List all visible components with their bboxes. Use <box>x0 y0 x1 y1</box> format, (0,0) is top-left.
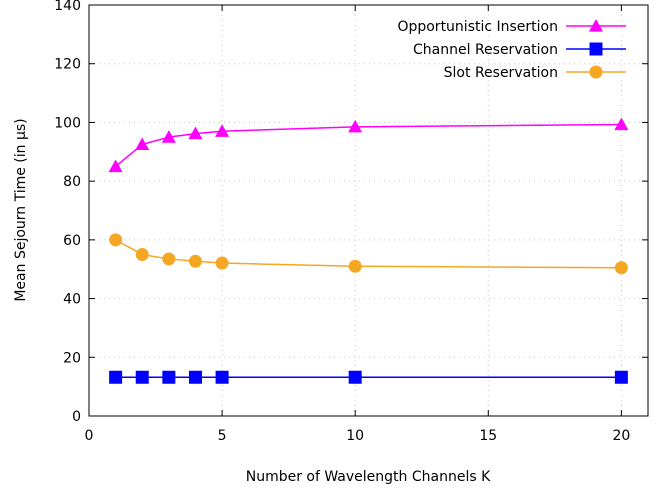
legend-item: Opportunistic Insertion <box>397 19 626 35</box>
y-tick-label: 60 <box>63 233 81 249</box>
data-point <box>135 248 149 262</box>
series-line <box>115 123 622 168</box>
data-point <box>109 370 123 384</box>
y-tick-label: 100 <box>54 115 81 131</box>
series-channel-reservation <box>109 370 628 384</box>
series-layer <box>108 117 629 384</box>
legend-label: Opportunistic Insertion <box>397 19 558 35</box>
x-tick-label: 20 <box>612 428 630 444</box>
data-point <box>348 370 362 384</box>
x-axis-title: Number of Wavelength Channels K <box>246 469 491 485</box>
axis-ticks: 0 20 40 60 80 100 120 140 0 5 10 15 20 <box>54 0 648 444</box>
y-axis-title: Mean Sejourn Time (in µs) <box>13 118 29 301</box>
y-tick-label: 0 <box>72 409 81 425</box>
data-point <box>188 126 203 140</box>
y-tick-label: 80 <box>63 174 81 190</box>
data-point <box>215 370 229 384</box>
x-tick-label: 10 <box>346 428 364 444</box>
data-point <box>135 370 149 384</box>
data-point <box>108 159 123 173</box>
legend-label: Slot Reservation <box>444 65 558 81</box>
legend-item: Channel Reservation <box>413 42 626 58</box>
series-slot-reservation <box>109 233 628 275</box>
data-point <box>162 370 176 384</box>
data-point <box>348 119 363 133</box>
x-tick-label: 15 <box>479 428 497 444</box>
y-tick-label: 20 <box>63 350 81 366</box>
y-tick-label: 40 <box>63 292 81 308</box>
legend-marker <box>589 42 603 56</box>
data-point <box>215 124 230 137</box>
data-point <box>614 117 629 131</box>
series-opportunistic-insertion <box>108 117 629 173</box>
data-point <box>109 233 123 247</box>
data-point <box>348 259 362 273</box>
legend-marker <box>589 65 603 79</box>
legend-marker <box>589 19 603 32</box>
data-point <box>188 254 202 268</box>
y-tick-label: 120 <box>54 57 81 73</box>
data-point <box>215 256 229 270</box>
plot-frame <box>88 4 649 417</box>
data-point <box>135 137 150 151</box>
x-tick-label: 5 <box>218 428 227 444</box>
data-point <box>162 252 176 266</box>
data-point <box>614 370 628 384</box>
grid <box>89 5 648 416</box>
data-point <box>188 370 202 384</box>
data-point <box>161 130 176 143</box>
legend-item: Slot Reservation <box>444 65 626 81</box>
data-point <box>614 261 628 275</box>
y-tick-label: 140 <box>54 0 81 14</box>
x-tick-label: 0 <box>85 428 94 444</box>
legend-label: Channel Reservation <box>413 42 558 58</box>
legend: Opportunistic Insertion Channel Reservati… <box>397 19 626 81</box>
